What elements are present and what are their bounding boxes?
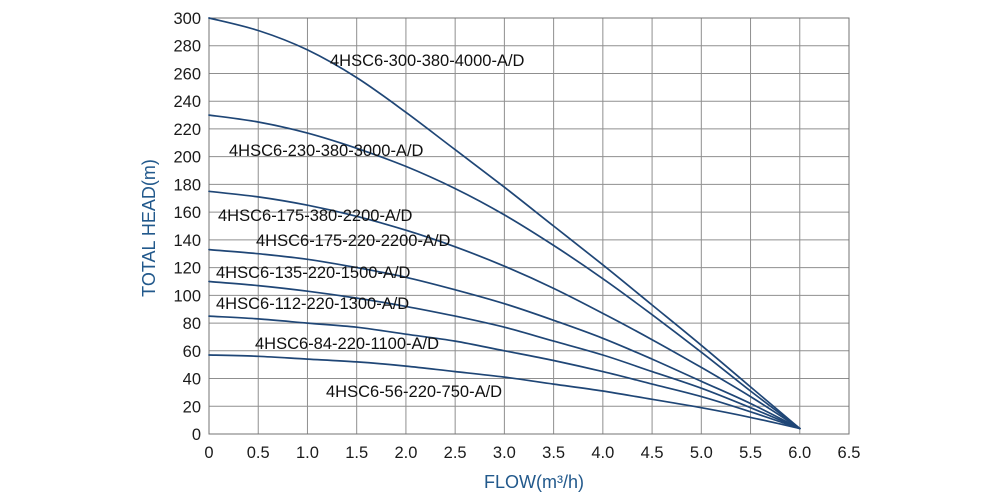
y-tick-label: 280 (173, 38, 201, 56)
x-tick-label: 3.0 (493, 444, 516, 462)
x-axis-label: FLOW(m³/h) (484, 472, 584, 492)
x-tick-label: 4.0 (591, 444, 614, 462)
curve-label: 4HSC6-230-380-3000-A/D (229, 142, 424, 160)
curve-label: 4HSC6-300-380-4000-A/D (330, 52, 525, 70)
x-tick-label: 0 (204, 444, 213, 462)
x-tick-label: 5.0 (690, 444, 713, 462)
y-tick-label: 260 (173, 65, 201, 83)
performance-curve (208, 354, 801, 430)
x-tick-label: 2.5 (444, 444, 467, 462)
performance-curve (208, 315, 801, 430)
y-tick-label: 80 (183, 315, 201, 333)
y-tick-label: 120 (173, 260, 201, 278)
curve-label: 4HSC6-175-220-2200-A/D (256, 232, 451, 250)
x-tick-label: 1.5 (345, 444, 368, 462)
curve-label: 4HSC6-175-380-2200-A/D (218, 207, 413, 225)
x-tick-labels: 0 0.5 1.0 1.5 2.0 2.5 3.0 3.5 4.0 4.5 5.0 5.5 6.0 6.5 (204, 444, 860, 462)
y-tick-label: 60 (183, 343, 201, 361)
x-tick-label: 4.5 (641, 444, 664, 462)
performance-curve (208, 248, 801, 430)
y-tick-label: 220 (173, 121, 201, 139)
performance-curves (208, 17, 801, 430)
x-tick-label: 6.0 (788, 444, 811, 462)
plot-frame (208, 17, 850, 435)
x-tick-label: 1.0 (296, 444, 319, 462)
x-tick-label: 5.5 (739, 444, 762, 462)
curve-labels: 4HSC6-300-380-4000-A/D 4HSC6-230-380-3000… (216, 52, 525, 401)
curve-label: 4HSC6-56-220-750-A/D (326, 383, 502, 401)
performance-curve (208, 17, 801, 430)
curve-label: 4HSC6-84-220-1100-A/D (255, 335, 439, 353)
y-tick-label: 100 (173, 287, 201, 305)
performance-curve (208, 280, 801, 430)
x-tick-label: 3.5 (542, 444, 565, 462)
y-tick-label: 160 (173, 204, 201, 222)
y-tick-label: 200 (173, 149, 201, 167)
performance-curve (208, 114, 801, 430)
grid (209, 18, 849, 434)
y-tick-label: 240 (173, 93, 201, 111)
x-tick-label: 2.0 (394, 444, 417, 462)
y-tick-label: 20 (183, 398, 201, 416)
y-axis-label: TOTAL HEAD(m) (139, 159, 159, 297)
y-tick-label: 140 (173, 232, 201, 250)
y-tick-label: 180 (173, 176, 201, 194)
curve-label: 4HSC6-135-220-1500-A/D (216, 264, 411, 282)
y-tick-labels: 0 20 40 60 80 100 120 140 160 180 200 220 240 260 280 3… (173, 10, 201, 444)
curve-label: 4HSC6-112-220-1300-A/D (216, 295, 409, 313)
x-tick-label: 0.5 (247, 444, 270, 462)
x-tick-label: 6.5 (838, 444, 861, 462)
performance-curve (208, 190, 801, 430)
y-tick-label: 0 (192, 426, 201, 444)
y-tick-label: 40 (183, 371, 201, 389)
y-tick-label: 300 (173, 10, 201, 28)
